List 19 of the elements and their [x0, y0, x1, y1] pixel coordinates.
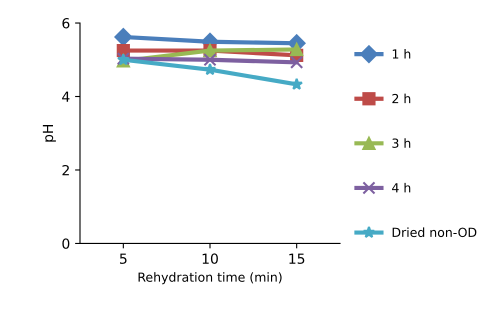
point	[203, 53, 217, 66]
point	[204, 63, 216, 76]
y-axis-title: pH	[42, 124, 56, 142]
x-tick-label: 10	[202, 253, 218, 264]
y-tick-label: 0	[62, 238, 70, 249]
y-tick-label: 2	[62, 164, 69, 176]
y-tick-label: 4	[62, 92, 70, 102]
legend-label: 4 h	[392, 182, 410, 192]
point	[290, 56, 304, 69]
x-axis-title: Rehydration time (min)	[138, 272, 282, 284]
x-tick-label: 5	[120, 254, 127, 264]
y-tick-label: 6	[62, 18, 70, 29]
point	[290, 42, 304, 56]
x-tick-label: 15	[289, 254, 304, 264]
legend-label: 1 h	[392, 49, 410, 59]
legend-label: 2 h	[392, 94, 410, 104]
point	[114, 28, 132, 46]
legend-label: Dried non-OD	[392, 227, 476, 238]
legend-label: 3 h	[392, 138, 410, 148]
